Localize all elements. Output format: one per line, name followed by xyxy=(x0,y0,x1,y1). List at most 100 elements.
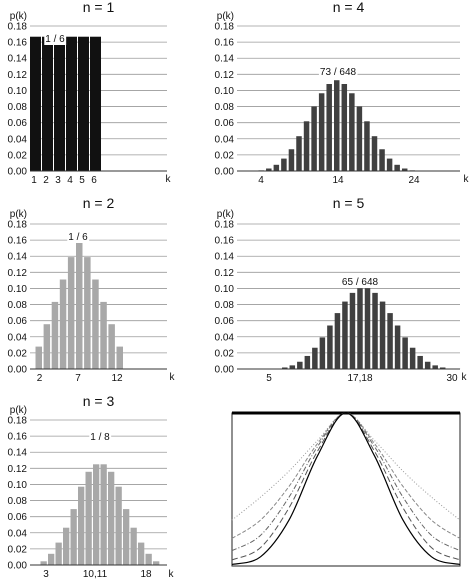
y-tick-label: 0.02 xyxy=(8,544,28,555)
y-tick-label: 0.14 xyxy=(8,54,28,65)
x-tick-label: 1 xyxy=(31,175,37,186)
chart-title: n = 2 xyxy=(83,195,115,211)
bar-k-18 xyxy=(364,121,370,171)
bar-k-16 xyxy=(349,93,355,171)
y-tick-label: 0.00 xyxy=(8,167,28,178)
y-tick-label: 0.04 xyxy=(215,332,235,343)
chart-title: n = 5 xyxy=(333,195,365,211)
y-tick-label: 0.14 xyxy=(8,448,28,459)
bar-k-15 xyxy=(130,527,137,565)
peak-annotation: 65 / 648 xyxy=(342,277,379,288)
bar-k-7 xyxy=(282,367,288,369)
y-tick-label: 0.06 xyxy=(8,512,28,523)
x-tick-label: 24 xyxy=(408,175,420,186)
y-tick-label: 0.00 xyxy=(215,167,235,178)
chart-panel-6-curves xyxy=(231,411,461,567)
y-tick-label: 0.10 xyxy=(215,284,235,295)
y-tick-label: 0.00 xyxy=(8,365,28,376)
y-tick-label: 0.08 xyxy=(215,102,235,113)
bar-k-12 xyxy=(319,337,326,369)
y-tick-label: 0.10 xyxy=(8,86,28,97)
x-tick-label: 12 xyxy=(111,373,123,384)
x-axis-label: k xyxy=(462,372,468,383)
y-tick-label: 0.16 xyxy=(215,38,235,49)
curve-series-1 xyxy=(231,412,461,521)
peak-annotation: 1 / 8 xyxy=(90,432,110,443)
x-tick-label: 4 xyxy=(67,175,73,186)
chart-panel-3: n = 3 p(k) 0.00 0.02 0.04 0.06 0.08 0.10 0.12 0.1… xyxy=(8,393,175,580)
y-tick-label: 0.06 xyxy=(215,316,235,327)
bar-k-7 xyxy=(76,234,83,369)
y-tick-label: 0.04 xyxy=(8,528,28,539)
x-tick-label: 5 xyxy=(79,175,85,186)
bar-k-7 xyxy=(281,158,287,171)
bar-k-15 xyxy=(342,301,348,369)
bar-k-12 xyxy=(116,346,123,369)
y-tick-label: 0.18 xyxy=(8,220,28,231)
bar-k-11 xyxy=(108,324,115,369)
bar-k-6 xyxy=(90,36,101,171)
bar-k-18 xyxy=(153,561,160,565)
bar-k-12 xyxy=(318,93,325,171)
y-tick-label: 0.16 xyxy=(8,236,28,247)
peak-annotation: 1 / 6 xyxy=(45,34,65,45)
peak-annotation: 1 / 6 xyxy=(68,232,88,243)
y-tick-label: 0.00 xyxy=(8,561,28,572)
x-tick-label: 17,18 xyxy=(347,373,372,384)
y-tick-label: 0.12 xyxy=(215,268,235,279)
y-tick-label: 0.06 xyxy=(8,118,28,129)
bar-k-25 xyxy=(417,355,423,369)
bar-k-3 xyxy=(54,36,65,171)
bar-k-10 xyxy=(100,301,107,369)
x-axis-label: k xyxy=(170,372,176,383)
chart-panel-4: n = 4 p(k) 0.00 0.02 0.04 0.06 0.08 0.10 0.12 0.1… xyxy=(215,0,470,186)
bar-k-5 xyxy=(59,279,67,369)
x-tick-label: 4 xyxy=(258,175,264,186)
bar-k-16 xyxy=(138,542,145,565)
y-axis-label: p(k) xyxy=(10,209,27,220)
curve-series-3 xyxy=(231,412,461,552)
plot-frame xyxy=(231,412,461,567)
bar-k-4 xyxy=(51,301,59,369)
bar-k-20 xyxy=(379,301,386,369)
bar-k-9 xyxy=(85,471,92,565)
bar-k-3 xyxy=(43,324,51,369)
bar-k-20 xyxy=(379,149,385,171)
bar-k-2 xyxy=(35,346,42,369)
x-tick-label: 5 xyxy=(266,373,272,384)
bar-k-8 xyxy=(84,257,91,369)
bar-k-8 xyxy=(78,486,85,565)
y-tick-label: 0.06 xyxy=(8,316,28,327)
bar-k-13 xyxy=(327,325,333,369)
chart-panel-2: n = 2 p(k) 0.00 0.02 0.04 0.06 0.08 0.10 0.12 0.1… xyxy=(8,195,176,384)
bar-k-7 xyxy=(70,509,77,565)
bar-k-9 xyxy=(296,136,302,171)
y-axis-label: p(k) xyxy=(217,209,234,220)
bar-k-11 xyxy=(311,106,317,171)
y-tick-label: 0.12 xyxy=(8,268,28,279)
curve-series-4 xyxy=(231,412,461,561)
bar-k-10 xyxy=(303,121,310,171)
y-tick-label: 0.06 xyxy=(215,118,235,129)
bar-k-12 xyxy=(108,471,115,565)
y-axis-label: p(k) xyxy=(217,11,234,22)
chart-panel-5: n = 5 p(k) 0.00 0.02 0.04 0.06 0.08 0.10 0.12 0.1… xyxy=(215,195,468,384)
bar-k-10 xyxy=(93,464,100,565)
y-axis-label: p(k) xyxy=(10,11,27,22)
bar-k-6 xyxy=(63,527,70,565)
bar-k-24 xyxy=(409,347,416,369)
bar-k-17 xyxy=(357,288,363,369)
x-tick-label: 10,11 xyxy=(83,569,108,580)
annotation-background xyxy=(318,67,358,78)
bar-k-14 xyxy=(334,313,341,369)
bar-k-13 xyxy=(115,486,122,565)
bar-k-16 xyxy=(349,292,356,369)
x-tick-label: 6 xyxy=(91,175,97,186)
bar-k-21 xyxy=(386,158,393,171)
bar-k-23 xyxy=(402,337,408,369)
x-tick-label: 18 xyxy=(140,569,152,580)
annotation-background xyxy=(44,34,67,45)
y-tick-label: 0.12 xyxy=(8,464,28,475)
y-tick-label: 0.18 xyxy=(8,416,28,427)
